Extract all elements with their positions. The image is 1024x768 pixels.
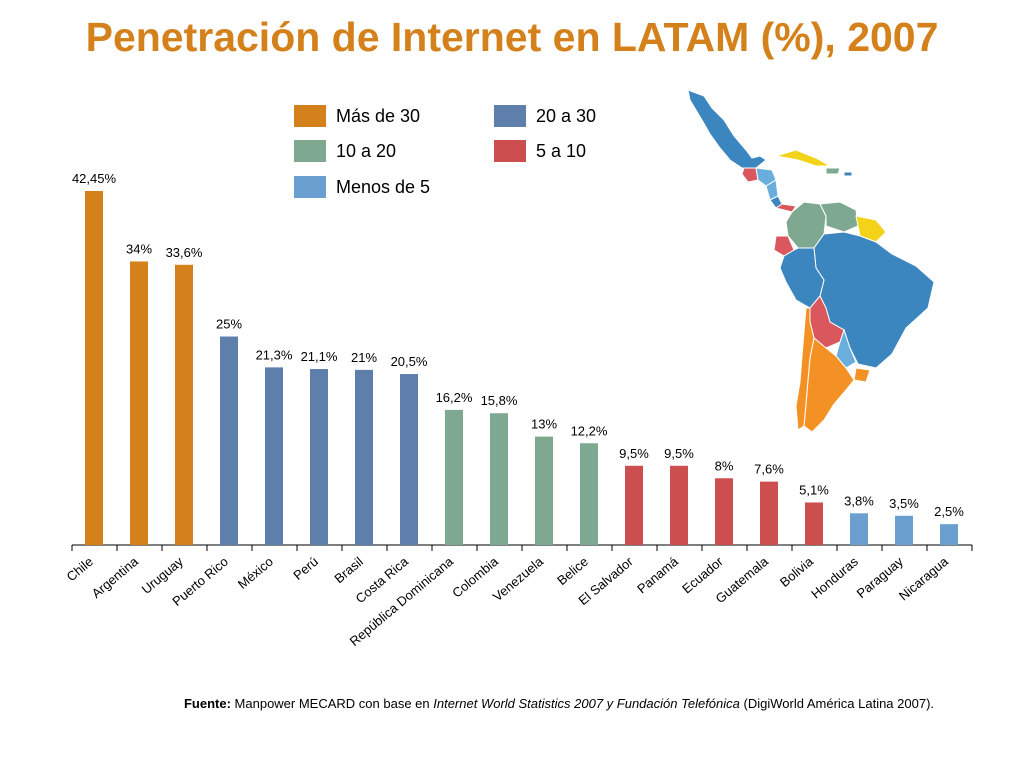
data-label: 3,8% bbox=[844, 493, 874, 508]
bar-chart: 42,45%Chile34%Argentina33,6%Uruguay25%Pu… bbox=[64, 171, 973, 649]
data-label: 9,5% bbox=[619, 446, 649, 461]
source-note: Fuente: Manpower MECARD con base en Inte… bbox=[0, 696, 1024, 711]
legend-item-menos-de-5: Menos de 5 bbox=[294, 175, 430, 199]
bar bbox=[445, 409, 463, 545]
map-region-cuba bbox=[775, 149, 832, 167]
x-tick-label: Belice bbox=[554, 554, 591, 588]
data-label: 42,45% bbox=[72, 171, 117, 186]
map-region-peru bbox=[779, 247, 825, 309]
bar bbox=[715, 478, 733, 545]
bar bbox=[895, 515, 913, 545]
bar bbox=[265, 367, 283, 545]
data-label: 13% bbox=[531, 417, 557, 432]
legend-label: 10 a 20 bbox=[336, 140, 397, 161]
legend: Más de 30 20 a 30 10 a 20 5 a 10 Menos d… bbox=[294, 100, 654, 200]
map-region-mexico bbox=[687, 89, 767, 169]
data-label: 5,1% bbox=[799, 482, 829, 497]
map-region-uruguay bbox=[853, 367, 871, 383]
x-tick-label: Brasil bbox=[331, 554, 366, 586]
map-region-dominican-republic bbox=[825, 167, 841, 175]
data-label: 34% bbox=[126, 241, 152, 256]
legend-item-10-a-20: 10 a 20 bbox=[294, 139, 396, 163]
bar bbox=[805, 502, 823, 545]
data-label: 21,3% bbox=[256, 347, 293, 362]
legend-swatch bbox=[494, 140, 526, 162]
legend-swatch bbox=[494, 105, 526, 127]
x-tick-label: Argentina bbox=[89, 553, 142, 601]
bar bbox=[940, 524, 958, 545]
source-italic: Internet World Statistics 2007 y Fundaci… bbox=[433, 696, 740, 711]
bar bbox=[175, 264, 193, 545]
map-region-venezuela bbox=[819, 201, 859, 233]
chart-title: Penetración de Internet en LATAM (%), 20… bbox=[85, 14, 939, 60]
x-tick-label: Nicaragua bbox=[896, 553, 952, 603]
plot-area: 42,45%Chile34%Argentina33,6%Uruguay25%Pu… bbox=[64, 171, 973, 649]
source-text-end: (DigiWorld América Latina 2007). bbox=[739, 696, 935, 711]
data-label: 21% bbox=[351, 350, 377, 365]
source-text: Manpower MECARD con base en bbox=[230, 696, 434, 711]
legend-item-20-a-30: 20 a 30 bbox=[494, 104, 596, 128]
data-label: 15,8% bbox=[481, 393, 518, 408]
legend-swatch bbox=[294, 105, 326, 127]
bar bbox=[490, 413, 508, 545]
x-tick-label: Bolivia bbox=[777, 553, 817, 590]
legend-label: 20 a 30 bbox=[536, 105, 597, 126]
bar bbox=[400, 374, 418, 545]
bar bbox=[310, 369, 328, 545]
data-label: 16,2% bbox=[436, 390, 473, 405]
data-label: 21,1% bbox=[301, 349, 338, 364]
x-tick-label: México bbox=[235, 554, 276, 592]
legend-swatch bbox=[294, 176, 326, 198]
map-region-panama bbox=[774, 203, 797, 213]
legend-label: Menos de 5 bbox=[336, 176, 431, 197]
data-label: 25% bbox=[216, 317, 242, 332]
data-label: 7,6% bbox=[754, 462, 784, 477]
data-label: 20,5% bbox=[391, 354, 428, 369]
bar bbox=[850, 513, 868, 545]
legend-label: Más de 30 bbox=[336, 105, 421, 126]
legend-label: 5 a 10 bbox=[536, 140, 587, 161]
x-tick-label: Chile bbox=[64, 554, 96, 585]
data-label: 3,5% bbox=[889, 496, 919, 511]
latin-america-map-icon bbox=[687, 89, 935, 433]
x-tick-label: Panamá bbox=[634, 553, 681, 596]
legend-item-5-a-10: 5 a 10 bbox=[494, 139, 586, 163]
bar bbox=[535, 436, 553, 545]
data-label: 33,6% bbox=[166, 245, 203, 260]
data-label: 12,2% bbox=[571, 423, 608, 438]
legend-item-mas-de-30: Más de 30 bbox=[294, 104, 420, 128]
data-label: 8% bbox=[715, 458, 734, 473]
data-label: 9,5% bbox=[664, 446, 694, 461]
bar bbox=[760, 481, 778, 545]
map-region-guatemala bbox=[741, 167, 759, 183]
source-label: Fuente: bbox=[183, 696, 231, 711]
bar bbox=[130, 261, 148, 545]
x-tick-label: Honduras bbox=[808, 553, 861, 601]
bar bbox=[85, 191, 103, 545]
bar bbox=[220, 336, 238, 545]
map-region-puerto-rico bbox=[843, 171, 853, 177]
map-region-chile bbox=[795, 307, 815, 431]
bar bbox=[670, 465, 688, 545]
x-tick-label: Venezuela bbox=[490, 553, 547, 604]
legend-swatch bbox=[294, 140, 326, 162]
bar bbox=[580, 443, 598, 545]
data-label: 2,5% bbox=[934, 504, 964, 519]
bar bbox=[625, 465, 643, 545]
bar bbox=[355, 369, 373, 545]
x-tick-label: Perú bbox=[290, 554, 321, 583]
